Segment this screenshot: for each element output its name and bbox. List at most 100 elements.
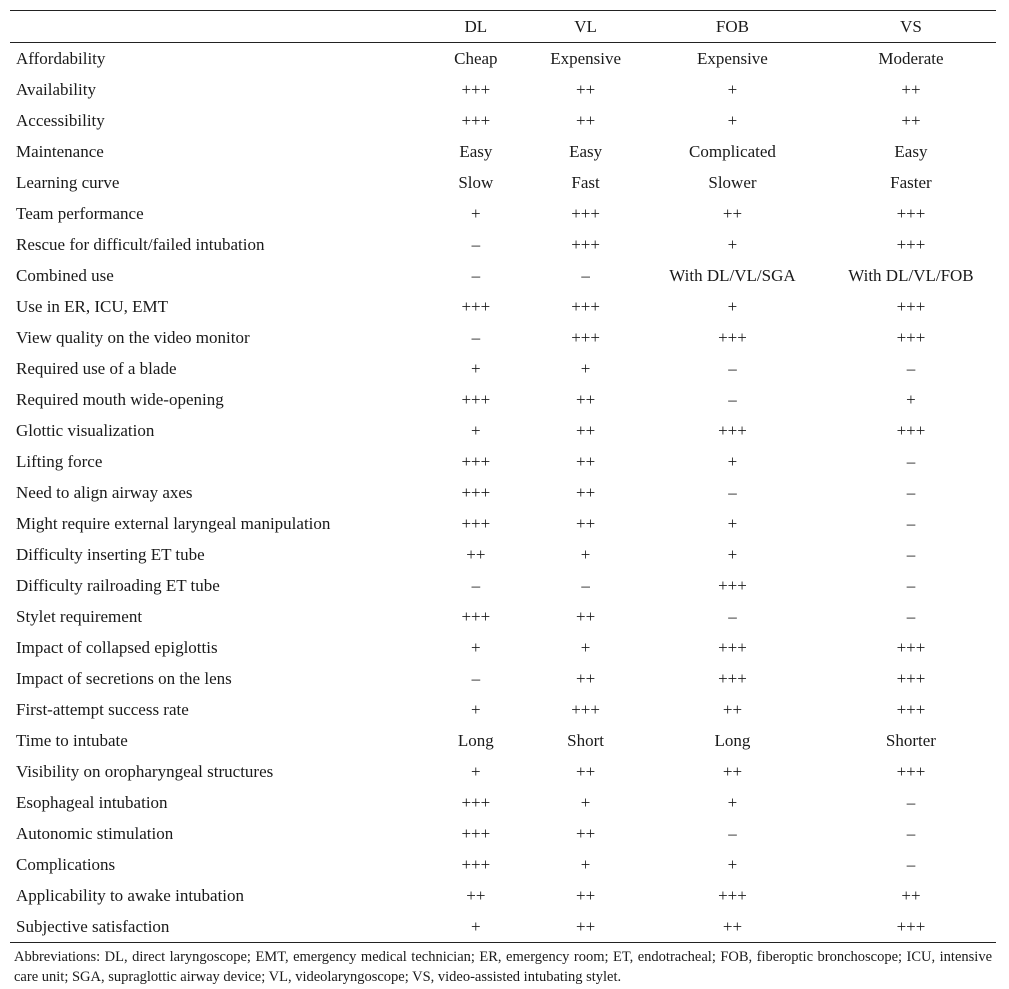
cell-dl: – — [471, 668, 481, 688]
cell-vs: +++ — [896, 699, 926, 719]
cell-label: Might require external laryngeal manipul… — [16, 513, 331, 533]
cell-dl: Cheap — [454, 48, 498, 68]
cell-dl: +++ — [461, 296, 491, 316]
cell-vs: With DL/VL/FOB — [848, 265, 974, 285]
cell-fob: +++ — [718, 668, 747, 688]
table-row: First-attempt success rate + +++ ++ +++ — [10, 694, 996, 725]
cell-dl: + — [471, 699, 481, 719]
cell-dl: +++ — [461, 792, 491, 812]
cell-vs: ++ — [901, 79, 921, 99]
cell-vl: Fast — [571, 172, 600, 192]
cell-vl: ++ — [576, 482, 596, 502]
cell-dl: +++ — [461, 823, 491, 843]
cell-vs: +++ — [896, 761, 926, 781]
cell-vs: +++ — [896, 234, 926, 254]
cell-dl: ++ — [466, 885, 486, 905]
cell-vl: ++ — [576, 916, 596, 936]
header-cell-fob: FOB — [715, 16, 749, 36]
header-cell-vs: VS — [900, 16, 922, 36]
table-row: Visibility on oropharyngeal structures + +… — [10, 756, 996, 787]
cell-label: Availability — [16, 79, 96, 99]
cell-fob: +++ — [718, 420, 747, 440]
comparison-table: DL VL FOB VS Affordability Cheap Expensive… — [10, 10, 996, 987]
cell-vs: – — [906, 544, 916, 564]
table-row: Stylet requirement +++ ++ – – — [10, 601, 996, 632]
cell-label: Time to intubate — [16, 730, 128, 750]
table-row: Glottic visualization + ++ +++ +++ — [10, 415, 996, 446]
cell-vl: Expensive — [550, 48, 622, 68]
table-row: Learning curve Slow Fast Slower Faster — [10, 167, 996, 198]
cell-label: Required use of a blade — [16, 358, 177, 378]
cell-vl: +++ — [571, 699, 600, 719]
cell-label: Lifting force — [16, 451, 103, 471]
cell-dl: Easy — [459, 141, 493, 161]
cell-label: Team performance — [16, 203, 144, 223]
cell-label: View quality on the video monitor — [16, 327, 250, 347]
cell-fob: + — [727, 854, 738, 874]
cell-fob: With DL/VL/SGA — [669, 265, 796, 285]
cell-vl: ++ — [576, 761, 596, 781]
cell-dl: + — [471, 420, 481, 440]
cell-fob: + — [727, 110, 738, 130]
cell-label: Complications — [16, 854, 116, 874]
cell-fob: + — [727, 296, 738, 316]
table-body: Affordability Cheap Expensive Expensive Mode… — [10, 43, 996, 942]
cell-fob: – — [728, 823, 737, 843]
cell-vl: +++ — [571, 296, 600, 316]
cell-vl: + — [580, 854, 591, 874]
cell-label: Impact of secretions on the lens — [16, 668, 232, 688]
cell-label: Use in ER, ICU, EMT — [16, 296, 169, 316]
cell-vs: +++ — [896, 203, 926, 223]
cell-label: Difficulty railroading ET tube — [16, 575, 220, 595]
cell-vl: ++ — [576, 79, 596, 99]
cell-dl: Slow — [458, 172, 494, 192]
cell-vs: Moderate — [878, 48, 944, 68]
cell-vl: ++ — [576, 420, 596, 440]
cell-label: Affordability — [16, 48, 106, 68]
table-row: Accessibility +++ ++ + ++ — [10, 105, 996, 136]
cell-fob: +++ — [718, 637, 747, 657]
cell-vl: + — [580, 637, 591, 657]
cell-fob: – — [728, 358, 737, 378]
cell-fob: Long — [714, 730, 751, 750]
cell-vl: ++ — [576, 823, 596, 843]
cell-vl: ++ — [576, 885, 596, 905]
cell-vs: – — [906, 513, 916, 533]
cell-label: Rescue for difficult/failed intubation — [16, 234, 265, 254]
table-row: Might require external laryngeal manipul… — [10, 508, 996, 539]
cell-dl: +++ — [461, 606, 491, 626]
cell-fob: Slower — [708, 172, 757, 192]
cell-fob: ++ — [722, 761, 743, 781]
cell-vl: +++ — [571, 203, 600, 223]
cell-fob: ++ — [722, 203, 743, 223]
cell-label: Autonomic stimulation — [16, 823, 174, 843]
cell-fob: +++ — [718, 885, 747, 905]
cell-dl: – — [471, 265, 481, 285]
cell-dl: + — [471, 203, 481, 223]
cell-fob: + — [727, 513, 738, 533]
table-row: Time to intubate Long Short Long Shorter — [10, 725, 996, 756]
cell-label: Maintenance — [16, 141, 104, 161]
cell-dl: Long — [457, 730, 494, 750]
cell-dl: + — [471, 637, 481, 657]
table-row: Difficulty inserting ET tube ++ + + – — [10, 539, 996, 570]
cell-dl: – — [471, 327, 481, 347]
cell-vl: Short — [567, 730, 605, 750]
cell-vl: + — [580, 358, 591, 378]
cell-fob: + — [727, 234, 738, 254]
table-row: Difficulty railroading ET tube – – +++ – — [10, 570, 996, 601]
cell-label: First-attempt success rate — [16, 699, 189, 719]
table-row: Use in ER, ICU, EMT +++ +++ + +++ — [10, 291, 996, 322]
cell-vl: ++ — [576, 451, 596, 471]
cell-vs: ++ — [901, 885, 921, 905]
cell-vs: – — [906, 792, 916, 812]
table-row: Rescue for difficult/failed intubation – +… — [10, 229, 996, 260]
table-row: Required mouth wide-opening +++ ++ – + — [10, 384, 996, 415]
cell-fob: +++ — [718, 327, 747, 347]
cell-vs: – — [906, 482, 916, 502]
cell-vs: +++ — [896, 296, 926, 316]
table-footnote: Abbreviations: DL, direct laryngoscope; … — [14, 949, 992, 985]
cell-vs: +++ — [896, 637, 926, 657]
cell-label: Combined use — [16, 265, 114, 285]
cell-label: Learning curve — [16, 172, 120, 192]
